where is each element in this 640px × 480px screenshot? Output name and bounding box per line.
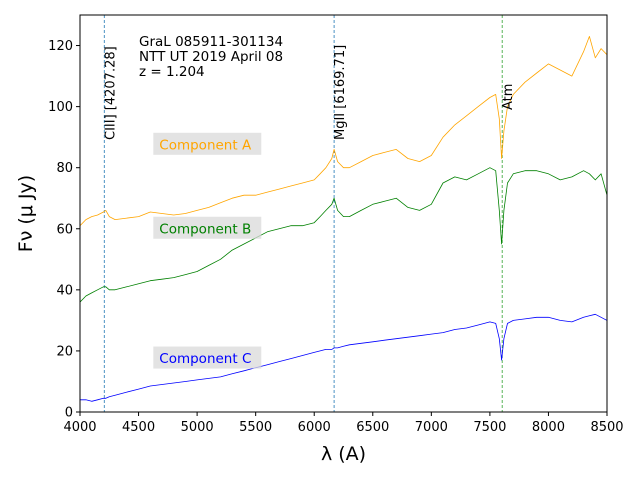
series-line-component-c: [80, 313, 607, 402]
x-tick-label: 4500: [122, 420, 155, 435]
x-tick-label: 4000: [63, 420, 96, 435]
component-label-2: Component C: [153, 346, 262, 369]
x-tick-label: 6000: [298, 420, 331, 435]
component-label-text: Component A: [159, 137, 252, 153]
y-tick-label: 0: [65, 406, 73, 421]
x-tick-label: 8500: [590, 420, 623, 435]
x-tick-label: 8000: [532, 420, 565, 435]
component-label-text: Component B: [159, 221, 251, 237]
y-tick-label: 20: [56, 344, 73, 359]
component-label-1: Component B: [153, 216, 262, 239]
y-tick-label: 80: [56, 161, 73, 176]
component-label-box: [153, 132, 262, 155]
annotation-line-1: NTT UT 2019 April 08: [139, 49, 283, 65]
plot-frame: [79, 14, 608, 413]
y-tick-label: 100: [48, 100, 73, 115]
component-label-box: [153, 346, 262, 369]
component-label-box: [153, 216, 262, 239]
component-labels: Component A Component B Component C: [153, 132, 262, 369]
y-tick-label: 40: [56, 283, 73, 298]
component-label-0: Component A: [153, 132, 262, 155]
emission-line-markers: [103, 15, 503, 412]
x-tick-label: 5000: [181, 420, 214, 435]
x-axis-title: λ (A): [321, 443, 366, 465]
x-tick-label: 5500: [239, 420, 272, 435]
vline-label-0: CIII] [4207.28]: [103, 46, 118, 140]
y-tick-label: 60: [56, 222, 73, 237]
x-tick-label: 7500: [473, 420, 506, 435]
series-line-component-a: [80, 36, 607, 226]
series-lines: [80, 36, 607, 402]
annotation-line-2: z = 1.204: [139, 64, 205, 80]
component-label-text: Component C: [159, 351, 251, 367]
x-tick-label: 6500: [356, 420, 389, 435]
y-axis-title: Fν (μ Jy): [15, 175, 37, 252]
y-tick-label: 120: [48, 39, 73, 54]
vline-label-1: MgII [6169.71]: [333, 45, 348, 140]
annotation-line-0: GraL 085911-301134: [139, 34, 283, 50]
vline-label-2: Atm: [501, 84, 516, 110]
x-tick-label: 7000: [415, 420, 448, 435]
axes: 4000 4500 5000 5500 6000 6500 7000 7500 8000 8500…: [15, 14, 624, 465]
series-line-component-b: [80, 167, 607, 303]
